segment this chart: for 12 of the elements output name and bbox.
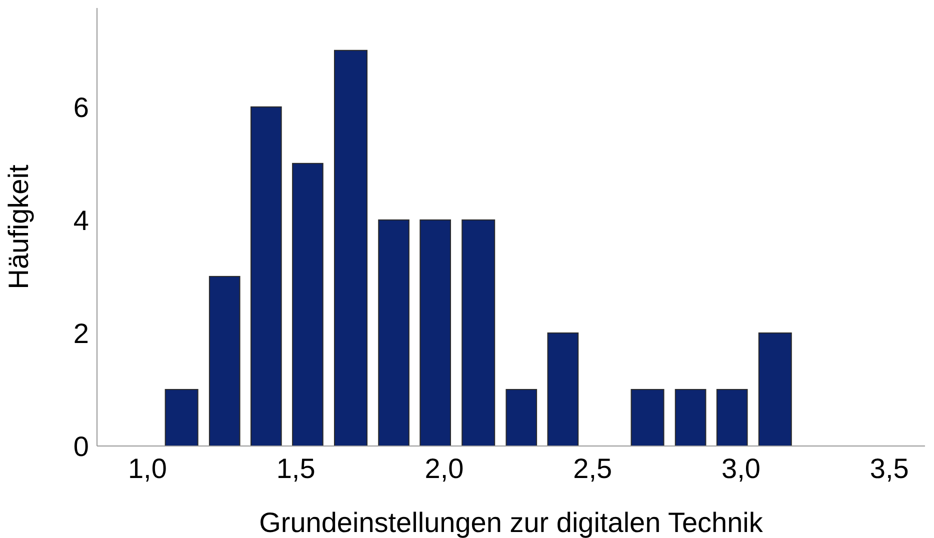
x-tick-label: 2,0 — [424, 452, 464, 484]
x-tick-label: 3,0 — [722, 452, 760, 484]
x-axis-title: Grundeinstellungen zur digitalen Technik — [259, 507, 764, 538]
y-axis-title: Häufigkeit — [2, 164, 34, 290]
y-tick-label: 6 — [73, 92, 89, 123]
x-tick-label: 2,5 — [573, 452, 612, 484]
y-tick-label: 0 — [73, 430, 89, 462]
x-tick-label: 3,5 — [870, 452, 909, 484]
x-tick-label: 1,5 — [276, 452, 316, 484]
x-tick-label: 1,0 — [128, 452, 167, 484]
y-tick-label: 4 — [73, 204, 89, 236]
y-tick-label: 2 — [73, 318, 89, 349]
